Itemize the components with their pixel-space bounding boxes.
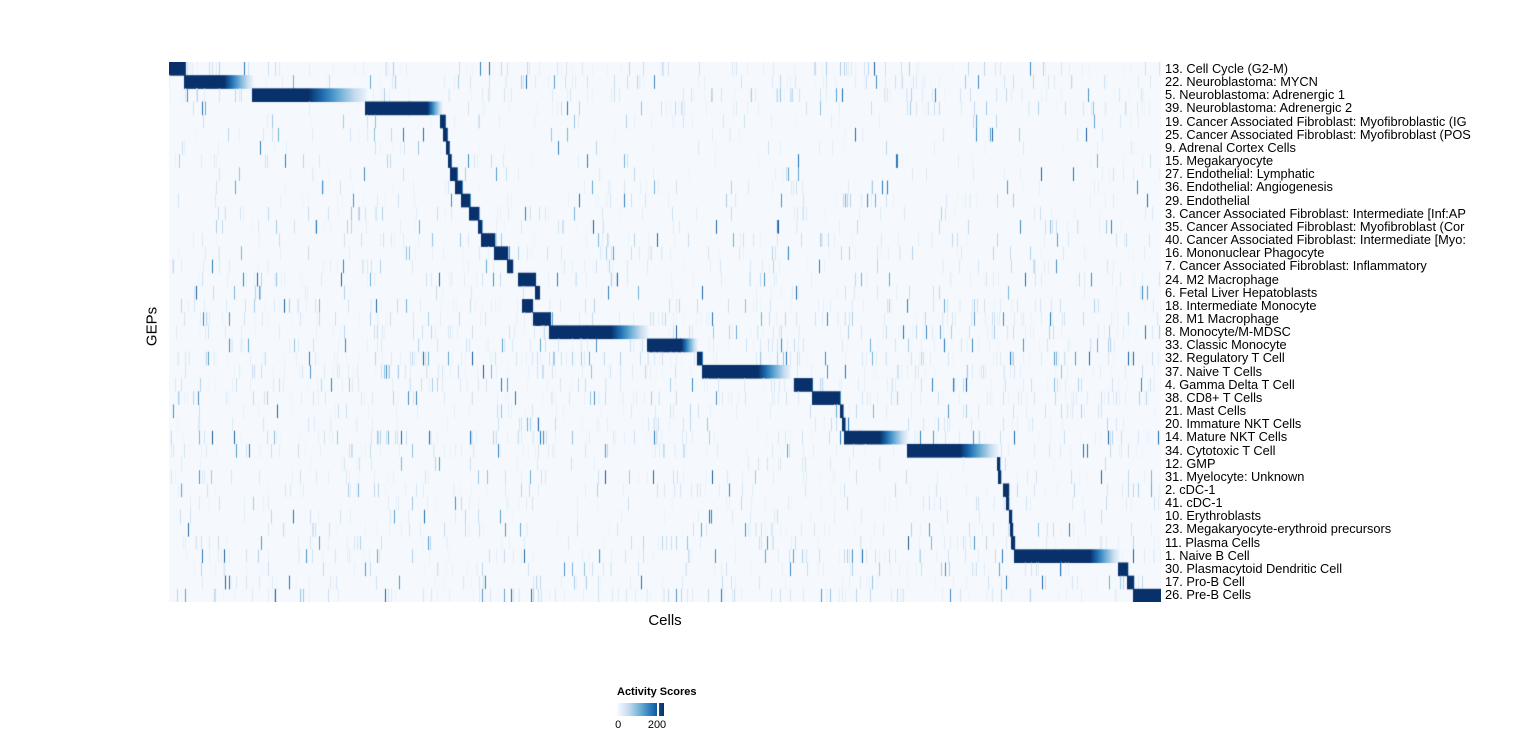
gep-row-label: 21. Mast Cells (1165, 403, 1247, 419)
gep-row-label: 1. Naive B Cell (1165, 547, 1250, 563)
gep-row-labels: 13. Cell Cycle (G2-M) 22. Neuroblastoma: … (1165, 62, 1540, 602)
gep-row-label: 28. M1 Macrophage (1165, 310, 1279, 326)
y-axis-title: GEPs (143, 306, 161, 347)
x-axis-title: Cells (648, 612, 682, 629)
gep-row-label: 39. Neuroblastoma: Adrenergic 2 (1165, 100, 1353, 116)
gep-row-label: 26. Pre-B Cells (1165, 587, 1252, 603)
gep-row-label: 20. Immature NKT Cells (1165, 416, 1302, 432)
gep-row-label: 15. Megakaryocyte (1165, 153, 1274, 169)
gep-row-label: 30. Plasmacytoid Dendritic Cell (1165, 560, 1343, 576)
gep-row-label: 29. Endothelial (1165, 192, 1250, 208)
gep-row-label: 32. Regulatory T Cell (1165, 350, 1285, 366)
gep-row-label: 14. Mature NKT Cells (1165, 429, 1288, 445)
colorbar-gradient (617, 703, 664, 716)
legend-title: Activity Scores (617, 686, 697, 698)
gep-row-label: 3. Cancer Associated Fibroblast: Interme… (1165, 205, 1466, 221)
colorbar (617, 703, 664, 718)
gep-row-label: 23. Megakaryocyte-erythroid precursors (1165, 521, 1392, 537)
gep-row-label: 33. Classic Monocyte (1165, 337, 1287, 353)
gep-row-label: 31. Myelocyte: Unknown (1165, 468, 1305, 484)
heatmap-canvas (169, 62, 1161, 602)
gep-row-label: 25. Cancer Associated Fibroblast: Myofib… (1165, 126, 1471, 142)
colorbar-label-0: 0 (615, 719, 622, 731)
gep-row-label: 12. GMP (1165, 455, 1216, 471)
gep-row-label: 17. Pro-B Cell (1165, 574, 1245, 590)
gep-row-label: 10. Erythroblasts (1165, 508, 1262, 524)
gep-row-label: 13. Cell Cycle (G2-M) (1165, 61, 1289, 76)
gep-row-label: 16. Mononuclear Phagocyte (1165, 245, 1325, 261)
gep-row-label: 6. Fetal Liver Hepatoblasts (1165, 284, 1318, 300)
gep-row-label: 36. Endothelial: Angiogenesis (1165, 179, 1333, 195)
gep-row-label: 38. CD8+ T Cells (1165, 389, 1263, 405)
gep-row-label: 7. Cancer Associated Fibroblast: Inflamm… (1165, 258, 1427, 274)
colorbar-tick-labels: 0 200 (615, 719, 667, 732)
gep-row-label: 2. cDC-1 (1165, 482, 1216, 497)
gep-row-label: 4. Gamma Delta T Cell (1165, 376, 1295, 392)
gep-row-label: 18. Intermediate Monocyte (1165, 297, 1317, 313)
gep-row-label: 5. Neuroblastoma: Adrenergic 1 (1165, 87, 1345, 103)
gep-row-label: 24. M2 Macrophage (1165, 271, 1279, 287)
gep-row-label: 19. Cancer Associated Fibroblast: Myofib… (1165, 113, 1467, 129)
gep-row-label: 37. Naive T Cells (1165, 363, 1262, 379)
gep-row-label: 35. Cancer Associated Fibroblast: Myofib… (1165, 218, 1465, 234)
gep-row-label: 11. Plasma Cells (1165, 534, 1261, 550)
gep-row-label: 40. Cancer Associated Fibroblast: Interm… (1165, 232, 1466, 248)
gep-row-label: 8. Monocyte/M-MDSC (1165, 324, 1291, 340)
gep-row-label: 22. Neuroblastoma: MYCN (1165, 74, 1318, 90)
gep-row-label: 27. Endothelial: Lymphatic (1165, 166, 1315, 182)
gep-row-label: 9. Adrenal Cortex Cells (1165, 139, 1296, 155)
colorbar-legend: Activity Scores 0 200 (615, 686, 737, 732)
gep-row-label: 34. Cytotoxic T Cell (1165, 442, 1276, 458)
colorbar-tick-200 (657, 703, 659, 718)
gep-row-label: 41. cDC-1 (1165, 495, 1223, 511)
colorbar-label-200: 200 (647, 719, 667, 731)
